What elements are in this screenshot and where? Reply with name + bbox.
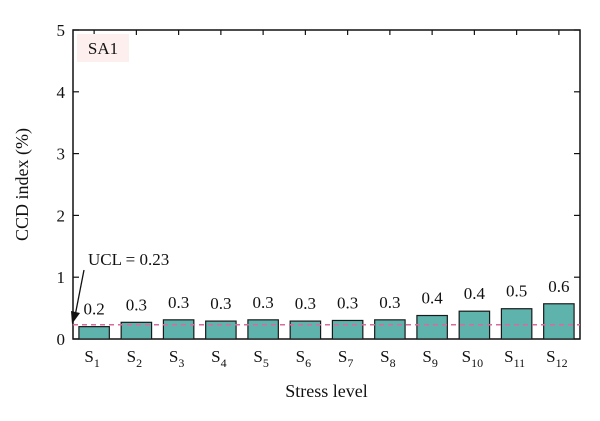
plot-area bbox=[72, 29, 581, 340]
ucl-arrow-head bbox=[71, 311, 80, 324]
x-tick-label: S7 bbox=[338, 347, 353, 370]
bar bbox=[416, 314, 448, 340]
bar-data-label: 0.4 bbox=[464, 284, 486, 303]
ucl-label: UCL = 0.23 bbox=[88, 250, 169, 269]
ucl-reference: UCL = 0.23 bbox=[71, 250, 580, 326]
bar bbox=[500, 308, 533, 340]
x-tick-label: S4 bbox=[211, 347, 226, 370]
y-tick-label: 2 bbox=[57, 206, 66, 225]
bar-data-label: 0.3 bbox=[126, 295, 147, 314]
x-tick-label: S12 bbox=[546, 347, 567, 370]
bar-data-label: 0.3 bbox=[210, 294, 231, 313]
y-tick-label: 3 bbox=[57, 145, 66, 164]
x-tick-label: S6 bbox=[296, 347, 311, 370]
bar-data-label: 0.4 bbox=[422, 289, 444, 308]
plot-frame bbox=[72, 29, 581, 340]
x-tick-label: S2 bbox=[127, 347, 142, 370]
bars bbox=[78, 303, 575, 340]
bar bbox=[374, 319, 406, 340]
bar-data-label: 0.6 bbox=[548, 277, 569, 296]
bar bbox=[78, 326, 110, 340]
x-tick-label: S3 bbox=[169, 347, 184, 370]
x-tick-label: S10 bbox=[462, 347, 483, 370]
panel-label: SA1 bbox=[88, 39, 118, 58]
y-tick-label: 5 bbox=[57, 21, 66, 40]
bar bbox=[205, 320, 237, 340]
bar bbox=[247, 319, 279, 340]
y-tick-label: 0 bbox=[57, 330, 66, 349]
bar-data-labels: 0.2 0.3 0.3 0.3 0.3 0.3 0.3 0.3 0.4 0.4 0.5 0.6 bbox=[84, 277, 570, 319]
ucl-arrow-shaft bbox=[74, 269, 85, 317]
x-tick-label: S9 bbox=[422, 347, 437, 370]
bar bbox=[458, 310, 491, 340]
x-tick-label: S1 bbox=[84, 347, 99, 370]
panel-label-box: SA1 bbox=[77, 34, 129, 62]
bar bbox=[289, 320, 322, 340]
y-tick-label: 1 bbox=[57, 268, 66, 287]
x-tick-label: S11 bbox=[504, 347, 525, 370]
bar bbox=[331, 319, 364, 340]
bar-data-label: 0.3 bbox=[295, 294, 316, 313]
x-axis-ticks: S1 S2 S3 S4 S5 S6 S7 S8 S9 S10 S11 S12 bbox=[84, 30, 568, 370]
bar-data-label: 0.2 bbox=[84, 300, 105, 319]
bar-data-label: 0.3 bbox=[337, 293, 358, 312]
y-tick-label: 4 bbox=[57, 83, 66, 102]
panel-label-background bbox=[77, 34, 129, 62]
x-tick-label: S8 bbox=[380, 347, 395, 370]
x-tick-label: S5 bbox=[253, 347, 268, 370]
bar-data-label: 0.5 bbox=[506, 282, 527, 301]
bar-data-label: 0.3 bbox=[253, 293, 274, 312]
bar bbox=[162, 319, 195, 340]
bar bbox=[543, 303, 575, 340]
bar-data-label: 0.3 bbox=[379, 293, 400, 312]
y-axis-title: CCD index (%) bbox=[12, 128, 33, 241]
bar-data-label: 0.3 bbox=[168, 293, 189, 312]
x-axis-title: Stress level bbox=[285, 381, 368, 401]
y-axis-ticks: 0 1 2 3 4 5 bbox=[57, 21, 580, 349]
bar bbox=[120, 321, 153, 340]
